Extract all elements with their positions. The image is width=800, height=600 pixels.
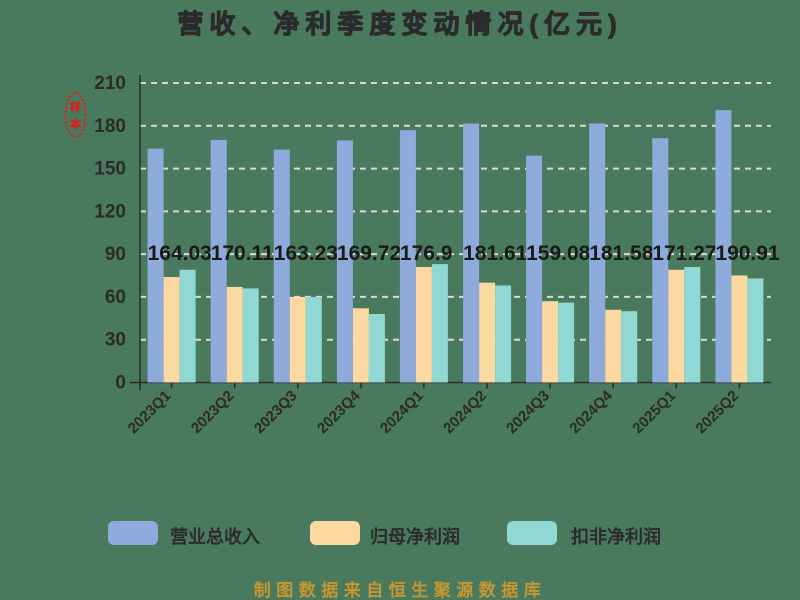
svg-text:本: 本 bbox=[70, 117, 82, 131]
svg-text:样: 样 bbox=[70, 100, 82, 114]
